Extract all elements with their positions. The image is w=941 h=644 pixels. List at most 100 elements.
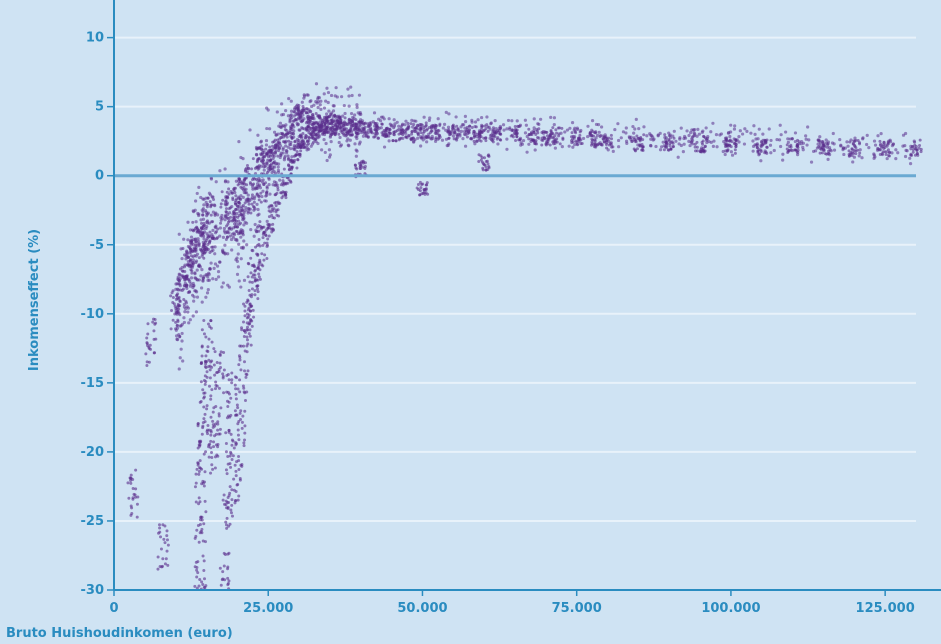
data-point [170,291,174,295]
data-point [495,137,499,141]
data-point [177,304,181,308]
data-point [180,331,184,336]
data-point [227,378,231,382]
data-point [392,132,396,136]
data-point [297,138,301,142]
data-point [272,207,276,211]
data-point [659,145,664,149]
data-point [197,264,201,268]
data-point [309,115,313,119]
data-point [224,431,228,435]
data-point [271,216,275,220]
data-point [322,92,326,96]
data-point [207,455,211,459]
data-point [209,471,213,475]
data-point [341,114,345,118]
data-point [273,144,278,148]
data-point [194,500,198,504]
data-point [617,145,621,149]
data-point [238,477,242,481]
data-point [258,220,262,224]
data-point [599,142,603,146]
data-point [405,127,409,131]
data-point [276,170,281,174]
data-point [180,256,184,261]
data-point [586,134,590,139]
data-point [275,208,279,212]
data-point [696,127,700,132]
data-point [145,360,149,364]
data-point [521,138,526,143]
data-point [267,182,271,187]
data-point [534,139,538,143]
data-point [548,143,552,147]
data-point [263,253,267,257]
data-point [213,262,218,266]
data-point [796,138,800,142]
data-point [257,176,261,180]
data-point [343,116,347,120]
data-point [268,192,272,196]
data-point [296,109,300,113]
data-point [424,123,428,127]
data-point [354,118,358,122]
data-point [226,213,230,217]
data-point [701,139,705,143]
data-point [553,141,557,145]
y-axis-title: Inkomenseffect (%) [27,229,42,371]
data-point [719,132,724,136]
data-point [428,136,432,140]
data-point [324,141,328,146]
data-point [325,119,329,123]
data-point [703,145,707,149]
data-point [193,272,197,276]
data-point [256,290,260,294]
data-point [207,191,212,195]
data-point [605,136,609,140]
data-point [270,213,274,217]
data-point [263,199,267,203]
data-point [197,256,201,260]
data-point [493,119,497,123]
data-point [241,195,245,199]
data-point [410,130,414,134]
data-point [219,202,223,206]
data-point [265,241,269,245]
data-point [832,148,837,152]
data-point [291,119,295,123]
data-point [230,443,234,447]
data-point [394,139,398,143]
data-point [737,135,741,139]
data-point [568,126,572,130]
data-point [227,285,231,289]
data-point [205,236,209,240]
data-point [202,256,206,260]
data-point [192,210,196,214]
data-point [200,360,204,364]
data-point [205,291,210,295]
data-point [223,167,227,171]
data-point [573,143,577,147]
data-point [237,468,241,472]
data-point [714,133,719,137]
data-point [267,222,271,226]
data-point [395,120,399,124]
data-point [250,248,254,252]
data-point [632,147,636,151]
data-point [176,309,180,313]
data-point [257,263,261,267]
data-point [209,397,213,401]
data-point [318,129,322,133]
data-point [146,332,150,336]
data-point [563,130,567,134]
data-point [298,128,302,132]
data-point [795,143,799,147]
data-point [295,150,299,154]
data-point [540,131,544,135]
data-point [887,139,891,143]
data-point [493,135,497,139]
data-point [238,355,242,359]
data-point [330,132,334,136]
data-point [259,164,263,168]
